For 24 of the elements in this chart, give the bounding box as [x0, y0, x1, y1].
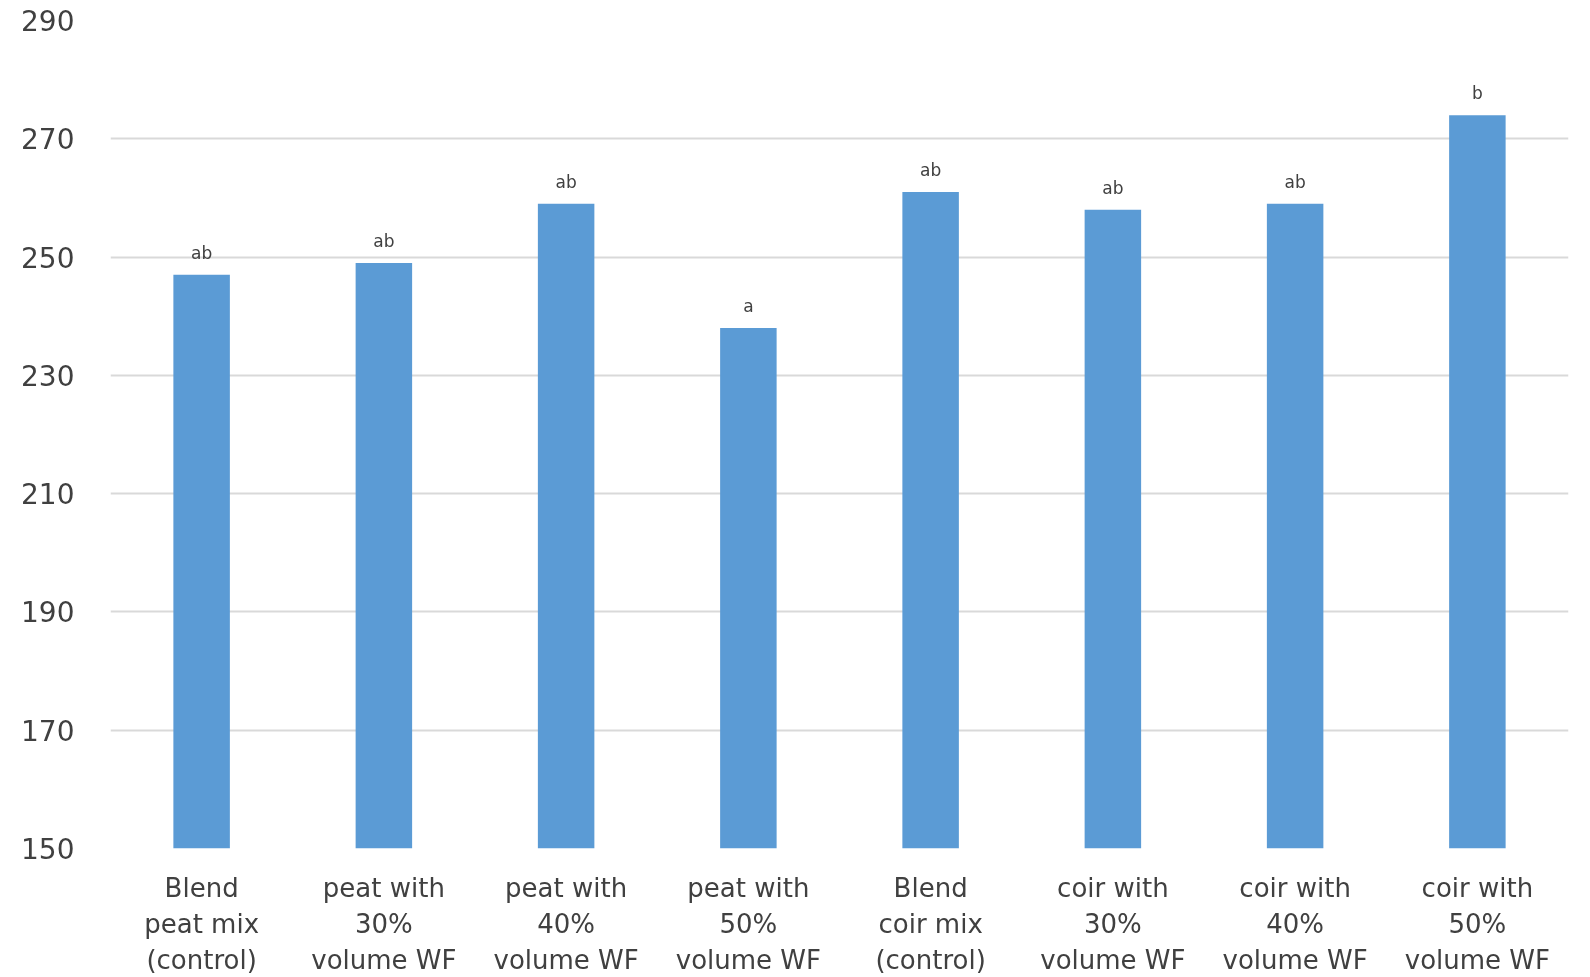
- annotation: ab: [920, 160, 942, 181]
- x-tick-label: coir with 40% volume WF: [1222, 872, 1368, 975]
- y-tick-label: 270: [21, 123, 75, 157]
- y-tick-label: 190: [21, 596, 75, 630]
- annotation: a: [743, 296, 754, 317]
- y-tick-label: 150: [21, 833, 75, 866]
- annotation: b: [1471, 83, 1483, 104]
- y-tick-label: 170: [21, 714, 75, 748]
- x-tick-label: peat with 50% volume WF: [675, 872, 821, 975]
- x-tick-label: Blend coir mix (control): [875, 872, 986, 975]
- y-tick-label: 210: [21, 478, 75, 512]
- y-tick-label: 250: [21, 241, 75, 275]
- x-tick-label: peat with 30% volume WF: [311, 872, 457, 975]
- y-tick-label: 290: [21, 5, 75, 38]
- annotation: ab: [191, 242, 213, 263]
- annotation: ab: [1102, 177, 1124, 198]
- x-tick-label: Blend peat mix (control): [144, 872, 260, 975]
- annotation: ab: [555, 171, 577, 192]
- x-tick-label: peat with 40% volume WF: [493, 872, 639, 975]
- x-tick-label: coir with 30% volume WF: [1040, 872, 1186, 975]
- annotation: ab: [1284, 171, 1306, 192]
- annotation: ab: [373, 230, 395, 251]
- x-tick-label: coir with 50% volume WF: [1404, 872, 1550, 975]
- y-tick-label: 230: [21, 359, 75, 393]
